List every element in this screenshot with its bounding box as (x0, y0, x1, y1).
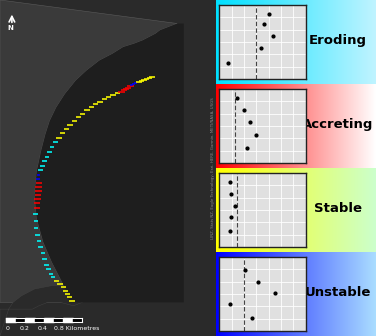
Text: Stable: Stable (314, 202, 362, 215)
Text: Eroding: Eroding (309, 34, 367, 47)
Text: 0.2: 0.2 (20, 326, 30, 331)
Text: 0: 0 (6, 326, 9, 331)
Text: N: N (7, 25, 13, 31)
Polygon shape (0, 0, 177, 302)
Text: LINZ, Stats NZ, Eagle Technology, Esri, HERE, Garmin, METI/NASA, USGS: LINZ, Stats NZ, Eagle Technology, Esri, … (211, 97, 215, 239)
Text: Accreting: Accreting (302, 118, 373, 131)
Polygon shape (0, 286, 86, 336)
Text: 0.8 Kilometres: 0.8 Kilometres (54, 326, 99, 331)
Polygon shape (35, 24, 184, 302)
Text: 0.4: 0.4 (37, 326, 47, 331)
Text: Unstable: Unstable (305, 286, 371, 299)
